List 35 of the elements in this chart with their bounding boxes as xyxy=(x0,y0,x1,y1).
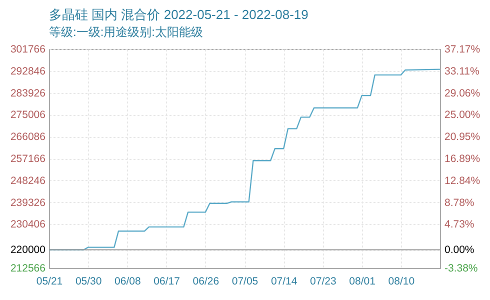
x-tick-label: 06/26 xyxy=(192,276,220,288)
y-tick-label: 275006 xyxy=(10,109,46,122)
x-tick-label: 08/01 xyxy=(349,276,376,288)
y2-tick-label: 8.78% xyxy=(444,196,474,209)
y-tick-label: 212566 xyxy=(10,262,46,274)
y-tick-label: 230406 xyxy=(10,218,46,231)
y2-tick-label: 0.00% xyxy=(444,244,474,256)
y2-tick-label: 16.89% xyxy=(444,153,480,166)
y-tick-label: 266086 xyxy=(10,131,46,144)
x-tick-label: 07/23 xyxy=(310,276,336,288)
y-tick-label: 220000 xyxy=(10,244,46,256)
y2-tick-label: 29.06% xyxy=(444,87,480,100)
y2-tick-label: -3.38% xyxy=(444,262,478,274)
y-tick-label: 257166 xyxy=(10,153,46,165)
y-tick-label: 301766 xyxy=(10,44,46,56)
y2-tick-label: 20.95% xyxy=(444,131,480,144)
y2-tick-label: 12.84% xyxy=(444,174,480,187)
x-tick-label: 08/10 xyxy=(388,276,415,288)
y2-tick-label: 25.00% xyxy=(444,109,480,122)
y2-tick-label: 37.17% xyxy=(444,44,480,56)
y-tick-label: 292846 xyxy=(10,65,46,78)
chart-title: 多晶硅 国内 混合价 2022-05-21 - 2022-08-19 xyxy=(49,7,308,22)
y-tick-label: 248246 xyxy=(10,174,46,187)
x-tick-label: 06/08 xyxy=(114,276,141,288)
line-series xyxy=(49,68,440,250)
y2-tick-label: 33.11% xyxy=(444,65,480,78)
x-tick-label: 07/05 xyxy=(232,276,258,288)
y2-tick-label: 4.73% xyxy=(444,218,474,231)
chart-subtitle: 等级:一级:用途级别:太阳能级 xyxy=(49,25,204,39)
x-tick-label: 05/30 xyxy=(75,276,102,288)
x-tick-label: 06/17 xyxy=(154,276,180,288)
y-tick-label: 239326 xyxy=(10,196,46,209)
x-tick-label: 07/14 xyxy=(270,276,298,288)
y-tick-label: 283926 xyxy=(10,87,46,100)
x-tick-label: 05/21 xyxy=(36,276,63,288)
